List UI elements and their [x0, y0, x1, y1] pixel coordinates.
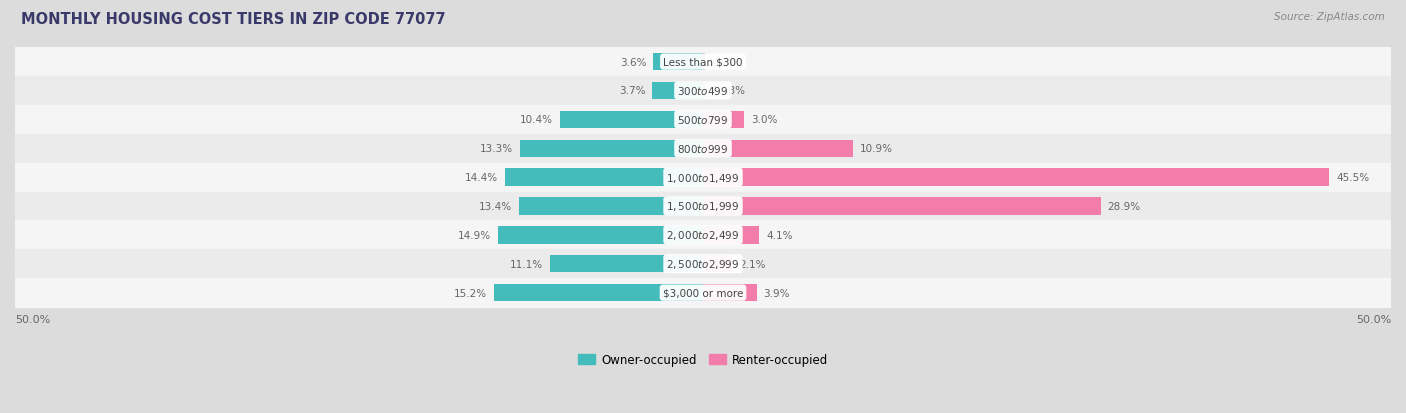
Bar [15, 250, 1391, 278]
Bar [15, 221, 1391, 250]
Bar [703, 140, 853, 157]
Text: 4.1%: 4.1% [766, 230, 793, 240]
Text: $500 to $799: $500 to $799 [678, 114, 728, 126]
Bar [703, 198, 1101, 215]
Text: 13.4%: 13.4% [478, 202, 512, 211]
Bar [520, 140, 703, 157]
Text: $1,000 to $1,499: $1,000 to $1,499 [666, 171, 740, 184]
Bar [560, 112, 703, 129]
Text: $800 to $999: $800 to $999 [678, 143, 728, 155]
Bar [15, 278, 1391, 307]
Text: $2,500 to $2,999: $2,500 to $2,999 [666, 258, 740, 271]
Text: 2.1%: 2.1% [738, 259, 765, 269]
Bar [519, 198, 703, 215]
Text: 45.5%: 45.5% [1336, 173, 1369, 183]
Legend: Owner-occupied, Renter-occupied: Owner-occupied, Renter-occupied [572, 349, 834, 371]
Text: 3.6%: 3.6% [620, 57, 647, 67]
Text: 14.9%: 14.9% [458, 230, 491, 240]
Text: 14.4%: 14.4% [465, 173, 498, 183]
Bar [498, 227, 703, 244]
Text: 28.9%: 28.9% [1108, 202, 1140, 211]
Bar [703, 54, 704, 71]
Bar [652, 83, 703, 100]
Bar [15, 163, 1391, 192]
Bar [703, 83, 706, 100]
Text: 50.0%: 50.0% [1355, 315, 1391, 325]
Text: 3.7%: 3.7% [619, 86, 645, 96]
Text: Less than $300: Less than $300 [664, 57, 742, 67]
Text: 11.1%: 11.1% [510, 259, 543, 269]
Bar [654, 54, 703, 71]
Text: 10.9%: 10.9% [860, 144, 893, 154]
Bar [15, 106, 1391, 135]
Text: $2,000 to $2,499: $2,000 to $2,499 [666, 229, 740, 242]
Text: $1,500 to $1,999: $1,500 to $1,999 [666, 200, 740, 213]
Text: Source: ZipAtlas.com: Source: ZipAtlas.com [1274, 12, 1385, 22]
Bar [703, 112, 744, 129]
Text: 50.0%: 50.0% [15, 315, 51, 325]
Text: $300 to $499: $300 to $499 [678, 85, 728, 97]
Bar [703, 256, 733, 273]
Text: 3.9%: 3.9% [763, 288, 790, 298]
Bar [15, 77, 1391, 106]
Text: 15.2%: 15.2% [454, 288, 486, 298]
Bar [15, 135, 1391, 163]
Text: 13.3%: 13.3% [479, 144, 513, 154]
Bar [15, 48, 1391, 77]
Bar [505, 169, 703, 186]
Text: MONTHLY HOUSING COST TIERS IN ZIP CODE 77077: MONTHLY HOUSING COST TIERS IN ZIP CODE 7… [21, 12, 446, 27]
Bar [703, 169, 1329, 186]
Bar [15, 192, 1391, 221]
Text: 0.11%: 0.11% [711, 57, 744, 67]
Text: 10.4%: 10.4% [520, 115, 553, 125]
Bar [703, 227, 759, 244]
Bar [494, 284, 703, 301]
Bar [550, 256, 703, 273]
Text: 0.18%: 0.18% [713, 86, 745, 96]
Text: $3,000 or more: $3,000 or more [662, 288, 744, 298]
Text: 3.0%: 3.0% [751, 115, 778, 125]
Bar [703, 284, 756, 301]
